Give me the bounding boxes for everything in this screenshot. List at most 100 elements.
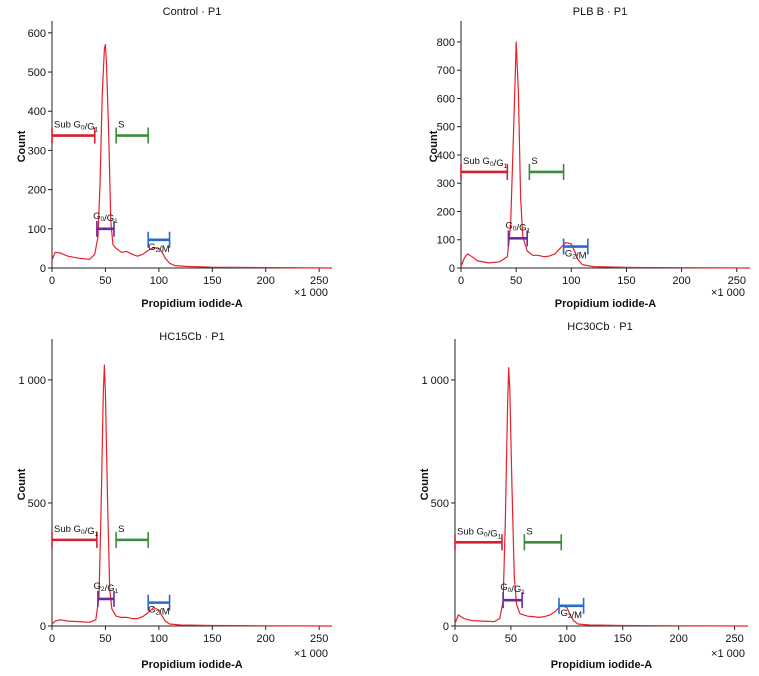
x-tick-label: 50 bbox=[99, 275, 111, 287]
x-tick-label: 0 bbox=[49, 275, 55, 287]
x-tick-label: 200 bbox=[672, 275, 690, 287]
histogram-line bbox=[454, 367, 749, 627]
chart-panel-2: PLB B · P1 0 100 200 300 400 500 600 700 800 0 50 10… bbox=[428, 6, 751, 310]
x-multiplier-label: ×1 000 bbox=[294, 287, 328, 299]
chart-panel-1: Control · P1 0 100 200 300 400 500 600 0 50 100 150… bbox=[16, 6, 333, 310]
y-tick-label: 0 bbox=[40, 621, 46, 633]
chart-title: Control · P1 bbox=[163, 6, 222, 18]
gate-label: Sub G0/G1 bbox=[463, 156, 508, 170]
gate-label: Sub G0/G1 bbox=[54, 120, 99, 134]
x-axis-label: Propidium iodide-A bbox=[141, 659, 242, 671]
x-tick-label: 0 bbox=[452, 633, 458, 645]
gate-label: G2/M bbox=[565, 249, 587, 262]
gate-marker: G2/G1 bbox=[94, 581, 119, 607]
gate-marker: G0/G1 bbox=[505, 220, 531, 247]
gate-marker: S bbox=[115, 524, 149, 548]
y-tick-label: 300 bbox=[437, 178, 455, 190]
gate-marker: Sub G0/G1 bbox=[460, 156, 509, 180]
y-tick-label: 0 bbox=[40, 263, 46, 275]
y-tick-label: 300 bbox=[28, 145, 46, 157]
x-tick-label: 200 bbox=[257, 275, 275, 287]
chart-panel-3: HC15Cb · P1 0 500 1 000 0 50 100 150 200 250 ×1 00… bbox=[16, 331, 333, 671]
x-tick-label: 250 bbox=[728, 275, 746, 287]
chart-title: HC30Cb · P1 bbox=[567, 321, 632, 333]
histogram-line bbox=[51, 364, 333, 627]
y-tick-label: 0 bbox=[443, 621, 449, 633]
x-tick-label: 250 bbox=[310, 633, 328, 645]
y-tick-label: 400 bbox=[28, 106, 46, 118]
x-tick-label: 150 bbox=[617, 275, 635, 287]
y-tick-label: 500 bbox=[28, 67, 46, 79]
histogram-line bbox=[51, 44, 333, 269]
x-axis-label: Propidium iodide-A bbox=[551, 659, 652, 671]
gate-marker: G0/G1 bbox=[93, 211, 118, 237]
gate-label: G2/M bbox=[148, 242, 170, 255]
y-axis-label: Count bbox=[16, 468, 28, 500]
gate-marker: G2/M bbox=[147, 231, 171, 255]
gate-marker: S bbox=[528, 156, 565, 180]
y-axis-label: Count bbox=[419, 468, 431, 500]
x-tick-label: 50 bbox=[99, 633, 111, 645]
y-tick-label: 500 bbox=[437, 122, 455, 134]
gate-marker: S bbox=[115, 120, 149, 144]
x-tick-label: 250 bbox=[725, 633, 743, 645]
x-tick-label: 100 bbox=[562, 275, 580, 287]
x-tick-label: 50 bbox=[510, 275, 522, 287]
x-tick-label: 200 bbox=[257, 633, 275, 645]
x-tick-label: 100 bbox=[150, 633, 168, 645]
gate-label: G2/M bbox=[148, 605, 170, 618]
gate-marker: Sub G0/G1 bbox=[51, 524, 99, 548]
gate-label: G0/G1 bbox=[93, 211, 118, 225]
y-tick-label: 600 bbox=[437, 93, 455, 105]
y-tick-label: 1 000 bbox=[18, 375, 46, 387]
y-tick-label: 200 bbox=[437, 206, 455, 218]
x-tick-label: 100 bbox=[150, 275, 168, 287]
gate-label: G2/M bbox=[561, 608, 583, 621]
gate-marker: G2/M bbox=[558, 597, 585, 621]
y-tick-label: 800 bbox=[437, 37, 455, 49]
gate-label: G2/G1 bbox=[94, 581, 119, 595]
gate-marker: G2/M bbox=[147, 594, 171, 618]
chart-title: HC15Cb · P1 bbox=[159, 331, 224, 343]
y-tick-label: 500 bbox=[431, 498, 449, 510]
x-tick-label: 150 bbox=[203, 633, 221, 645]
x-multiplier-label: ×1 000 bbox=[711, 287, 745, 299]
y-axis-label: Count bbox=[16, 130, 28, 162]
gate-label: S bbox=[526, 526, 532, 537]
gate-label: S bbox=[118, 524, 124, 535]
x-axis-label: Propidium iodide-A bbox=[555, 298, 656, 310]
y-tick-label: 1 000 bbox=[421, 375, 449, 387]
y-tick-label: 700 bbox=[437, 65, 455, 77]
x-tick-label: 150 bbox=[203, 275, 221, 287]
y-axis-label: Count bbox=[428, 130, 440, 162]
gate-label: S bbox=[118, 120, 124, 131]
gate-marker: G2/M bbox=[562, 238, 589, 262]
x-multiplier-label: ×1 000 bbox=[711, 648, 745, 660]
gate-marker: Sub G0/G1 bbox=[454, 526, 503, 551]
gate-label: G0/G1 bbox=[500, 582, 525, 596]
chart-panel-4: HC30Cb · P1 0 500 1 000 0 50 100 150 200 250 ×1 00… bbox=[419, 321, 749, 671]
x-tick-label: 200 bbox=[669, 633, 687, 645]
x-axis-label: Propidium iodide-A bbox=[141, 298, 242, 310]
x-tick-label: 250 bbox=[310, 275, 328, 287]
y-tick-label: 0 bbox=[449, 263, 455, 275]
y-tick-label: 500 bbox=[28, 498, 46, 510]
gate-marker: G0/G1 bbox=[500, 582, 525, 609]
y-tick-label: 600 bbox=[28, 28, 46, 40]
gate-marker: S bbox=[523, 526, 563, 551]
x-tick-label: 100 bbox=[558, 633, 576, 645]
x-tick-label: 0 bbox=[458, 275, 464, 287]
chart-title: PLB B · P1 bbox=[573, 6, 627, 18]
histogram-line bbox=[460, 41, 751, 269]
x-tick-label: 50 bbox=[505, 633, 517, 645]
gate-label: G0/G1 bbox=[505, 220, 530, 234]
y-tick-label: 100 bbox=[28, 224, 46, 236]
y-tick-label: 400 bbox=[437, 150, 455, 162]
gate-label: Sub G0/G1 bbox=[54, 524, 99, 538]
x-tick-label: 0 bbox=[49, 633, 55, 645]
gate-marker: Sub G0/G1 bbox=[51, 120, 99, 144]
gate-label: Sub G0/G1 bbox=[457, 526, 502, 540]
y-tick-label: 100 bbox=[437, 235, 455, 247]
x-multiplier-label: ×1 000 bbox=[294, 648, 328, 660]
